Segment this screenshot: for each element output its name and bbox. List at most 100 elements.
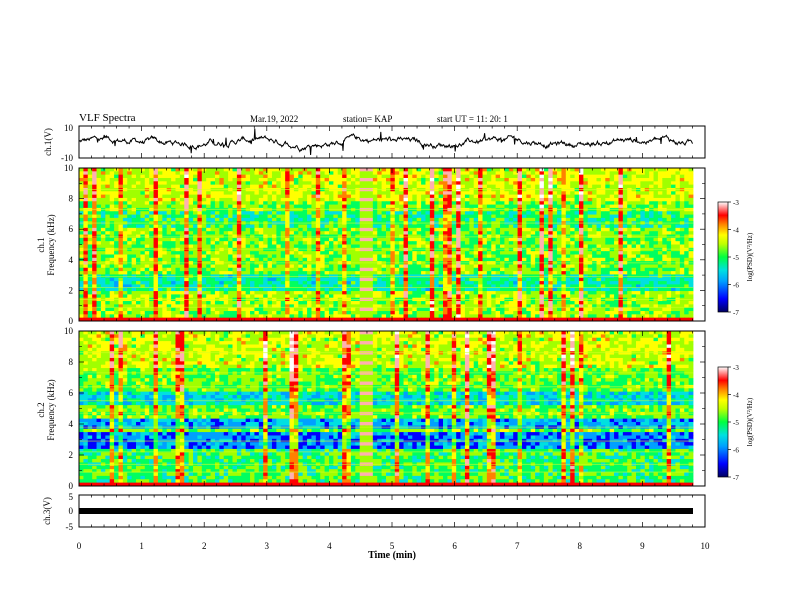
spectrogram-cell [219, 254, 225, 259]
spectrogram-cell [640, 201, 646, 205]
spectrogram-cell [92, 211, 97, 215]
spectrogram-cell [258, 264, 264, 269]
spectrogram-cell [443, 184, 448, 189]
spectrogram-cell [653, 181, 659, 186]
spectrogram-cell [83, 191, 89, 196]
spectrogram-cell [587, 257, 593, 262]
spectrogram-cell [679, 247, 685, 252]
spectrogram-cell [675, 231, 681, 235]
spectrogram-cell [271, 211, 277, 215]
spectrogram-cell [364, 194, 369, 199]
spectrogram-cell [179, 181, 185, 186]
spectrogram-cell [482, 281, 488, 285]
spectrogram-cell [328, 251, 334, 255]
spectrogram-cell [548, 271, 554, 275]
spectrogram-cell [232, 184, 238, 189]
spectrogram-cell [666, 211, 672, 215]
spectrogram-cell [596, 184, 602, 189]
spectrogram-cell [267, 177, 273, 182]
spectrogram-cell [114, 211, 119, 215]
spectrogram-cell [162, 254, 168, 259]
spectrogram-cell [482, 194, 488, 199]
spectrogram-cell [451, 237, 457, 242]
spectrogram-cell [324, 201, 330, 205]
spectrogram-cell [250, 191, 255, 196]
spectrogram-cell [280, 168, 286, 172]
spectrogram-cell [403, 234, 409, 239]
spectrogram-cell [307, 257, 312, 262]
spectrogram-cell [162, 181, 168, 186]
spectrogram-cell [653, 277, 659, 282]
spectrogram-cell [311, 247, 317, 252]
spectrogram-cell [671, 267, 676, 272]
spectrogram-cell [679, 174, 685, 179]
spectrogram-cell [456, 271, 461, 275]
spectrogram-cell [122, 234, 128, 239]
spectrogram-cell [649, 247, 654, 252]
spectrogram-cell [552, 214, 558, 219]
spectrogram-cell [179, 204, 185, 209]
spectrogram-cell [333, 254, 339, 259]
spectrogram-cell [236, 271, 242, 275]
spectrogram-cell [232, 174, 238, 179]
spectrogram-cell [184, 201, 190, 205]
spectrogram-cell [346, 251, 352, 255]
spectrogram-cell [122, 264, 128, 269]
spectrogram-cell [407, 204, 413, 209]
spectrogram-cell [684, 177, 690, 182]
spectrogram-cell [267, 244, 273, 249]
spectrogram-cell [473, 201, 479, 205]
spectrogram-cell [79, 207, 84, 212]
spectrogram-cell [127, 217, 133, 222]
spectrogram-cell [605, 168, 611, 172]
spectrogram-cell [688, 214, 694, 219]
spectrogram-cell [302, 187, 308, 192]
spectrogram-cell [688, 277, 694, 282]
spectrogram-cell [315, 244, 321, 249]
spectrogram-cell [574, 174, 580, 179]
spectrogram-cell [495, 201, 501, 205]
spectrogram-cell [381, 171, 387, 176]
spectrogram-cell [561, 271, 567, 275]
spectrogram-cell [469, 241, 475, 245]
spectrogram-cell [337, 204, 343, 209]
spectrogram-cell [140, 247, 146, 252]
spectrogram-cell [245, 241, 251, 245]
spectrogram-cell [315, 214, 321, 219]
spectrogram-cell [118, 224, 124, 229]
spectrogram-cell [245, 187, 251, 192]
spectrogram-cell [443, 174, 448, 179]
spectrogram-cell [315, 231, 321, 235]
spectrogram-cell [407, 281, 413, 285]
spectrogram-cell [390, 251, 396, 255]
spectrogram-cell [421, 217, 426, 222]
spectrogram-cell [350, 181, 356, 186]
spectrogram-cell [438, 247, 444, 252]
spectrogram-cell [434, 231, 440, 235]
spectrogram-cell [614, 277, 619, 282]
spectrogram-cell [210, 174, 216, 179]
spectrogram-cell [276, 267, 282, 272]
spectrogram-cell [258, 174, 264, 179]
spectrogram-cell [114, 231, 119, 235]
spectrogram-cell [298, 211, 304, 215]
spectrogram-cell [206, 231, 211, 235]
spectrogram-cell [614, 237, 619, 242]
spectrogram-cell [657, 187, 663, 192]
spectrogram-cell [447, 207, 453, 212]
spectrogram-cell [587, 177, 593, 182]
spectrogram-cell [451, 207, 457, 212]
spectrogram-cell [289, 177, 295, 182]
spectrogram-cell [478, 254, 483, 259]
spectrogram-cell [228, 171, 233, 176]
spectrogram-cell [105, 234, 111, 239]
spectrogram-cell [394, 197, 400, 202]
spectrogram-cell [688, 177, 694, 182]
spectrogram-cell [526, 277, 532, 282]
spectrogram-cell [447, 251, 453, 255]
spectrogram-cell [285, 184, 290, 189]
spectrogram-cell [328, 277, 334, 282]
spectrogram-cell [456, 281, 461, 285]
spectrogram-cell [280, 197, 286, 202]
spectrogram-cell [666, 197, 672, 202]
